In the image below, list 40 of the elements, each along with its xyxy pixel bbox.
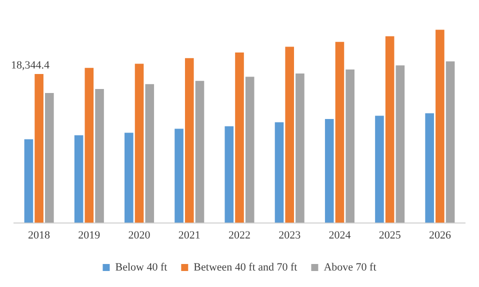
bar [34, 74, 44, 223]
bar [446, 61, 455, 223]
bar [45, 93, 54, 223]
bar [145, 84, 154, 223]
bar [245, 76, 254, 223]
bar [274, 122, 284, 223]
bar [84, 68, 94, 223]
bar [235, 52, 244, 223]
x-tick-label: 2019 [78, 229, 101, 242]
bar [24, 139, 34, 223]
bar [224, 126, 234, 223]
legend-label: Below 40 ft [115, 261, 168, 274]
bar [375, 116, 384, 223]
bar [285, 46, 294, 223]
bar [95, 88, 104, 223]
bar [436, 30, 444, 223]
legend-label: Above 70 ft [324, 261, 376, 274]
data-label: 18,344.4 [10, 59, 50, 72]
bar [74, 135, 84, 223]
x-tick-label: 2020 [128, 229, 151, 242]
x-tick-label: 2018 [28, 229, 51, 242]
bar [124, 132, 134, 223]
bar [174, 128, 184, 223]
legend-label: Between 40 ft and 70 ft [194, 261, 298, 274]
bar [396, 65, 405, 223]
bar [335, 42, 344, 223]
bar [296, 74, 304, 223]
bar [425, 113, 434, 223]
bar [195, 80, 204, 223]
bar [134, 64, 144, 223]
x-tick-label: 2021 [178, 229, 200, 242]
bar [346, 69, 354, 223]
bar [385, 36, 394, 223]
x-tick-label: 2023 [278, 229, 302, 242]
x-tick-label: 2024 [328, 229, 352, 242]
bar [184, 58, 194, 223]
bar [324, 118, 334, 223]
x-tick-label: 2026 [428, 229, 452, 242]
x-tick-label: 2025 [378, 229, 402, 242]
x-tick-label: 2022 [228, 229, 250, 242]
